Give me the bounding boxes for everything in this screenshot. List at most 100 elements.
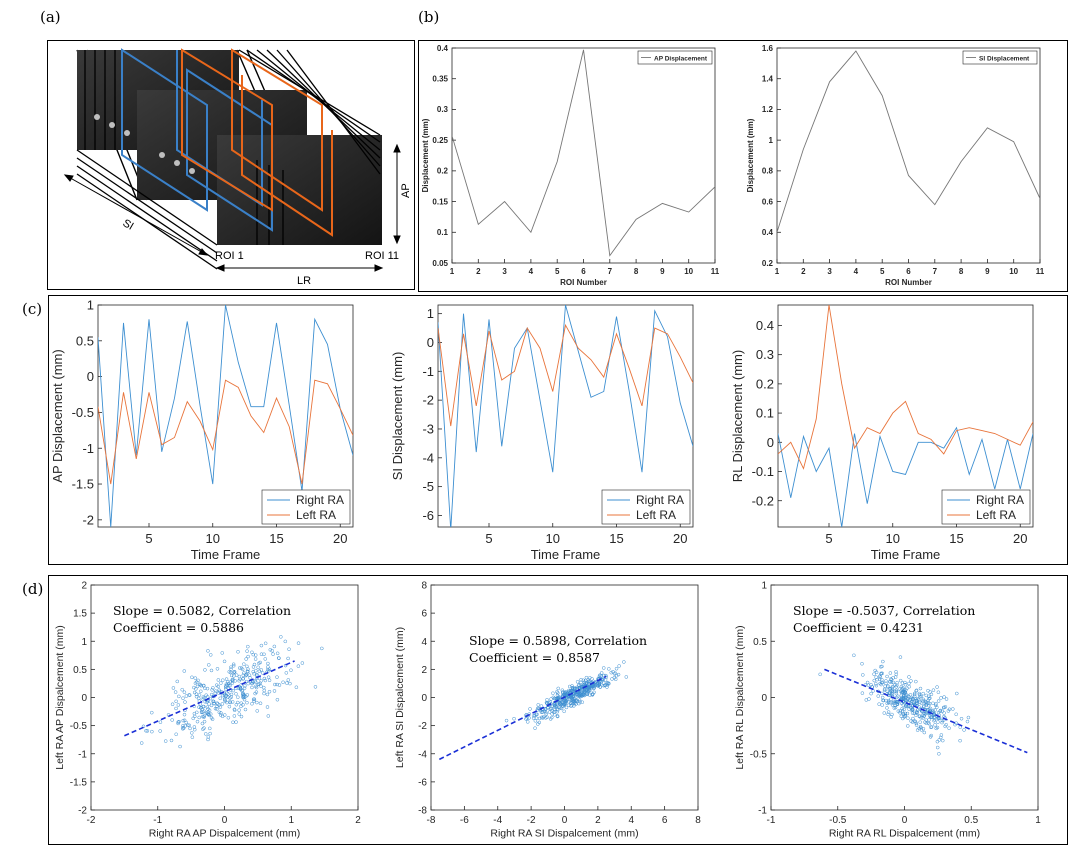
y-axis-label: Left RA RL Dispalcement (mm)	[734, 625, 746, 769]
scatter-point	[575, 699, 580, 703]
x-tick-label: 5	[145, 531, 152, 546]
scatter-point	[200, 721, 205, 726]
scatter-point	[257, 661, 261, 666]
scatter-point	[876, 694, 881, 698]
scatter-point	[231, 662, 236, 666]
scatter-point	[205, 686, 210, 691]
y-tick-label: 0	[427, 335, 434, 350]
scatter-point	[262, 685, 266, 690]
scatter-point	[877, 702, 881, 706]
scatter-point	[921, 698, 925, 703]
scatter-point	[170, 718, 174, 722]
scatter-point	[558, 706, 563, 710]
scatter-point	[206, 737, 210, 742]
legend-box	[261, 489, 351, 525]
y-tick-label: -1	[422, 364, 434, 379]
scatter-point	[909, 679, 913, 683]
scatter-point	[861, 673, 865, 677]
scatter-point	[914, 689, 918, 693]
scatter-point	[589, 685, 594, 689]
scatter-point	[256, 665, 260, 670]
scatter-point	[954, 721, 959, 725]
scatter-point	[568, 689, 573, 693]
y-tick-label: 0.15	[432, 197, 448, 206]
y-tick-label: -1.5	[70, 777, 88, 788]
scatter-point	[912, 719, 917, 723]
x-tick-label: 15	[269, 531, 283, 546]
scatter-point	[914, 721, 918, 726]
panel-label-a: (a)	[40, 8, 61, 26]
scatter-point	[512, 716, 516, 721]
scatter-point	[216, 702, 220, 706]
y-tick-label: 0.2	[756, 376, 774, 391]
scatter-point	[289, 668, 293, 672]
y-tick-label: 0.3	[437, 105, 449, 114]
scatter-point	[277, 656, 281, 660]
y-axis-label: SI Displacement (mm)	[390, 352, 405, 481]
scatter-point	[545, 715, 549, 719]
y-tick-label: -3	[422, 422, 434, 437]
scatter-point	[917, 693, 922, 697]
scatter-point	[234, 692, 238, 696]
x-tick-label: -6	[460, 815, 469, 826]
scatter-point	[527, 712, 532, 716]
scatter-point	[206, 663, 211, 667]
scatter-point	[614, 673, 619, 678]
scatter-point	[252, 697, 257, 701]
y-tick-label: -1	[78, 749, 87, 760]
scatter-point	[891, 680, 896, 685]
x-tick-label: 11	[711, 267, 720, 276]
scatter-point	[145, 729, 150, 733]
y-tick-label: 0.6	[762, 197, 774, 206]
scatter-point	[150, 729, 154, 734]
scatter-point	[202, 709, 206, 713]
scatter-point	[232, 714, 237, 718]
scatter-point	[562, 709, 566, 714]
x-tick-label: -2	[87, 815, 96, 826]
scatter-point	[228, 680, 233, 684]
scatter-point	[224, 682, 229, 686]
scatter-point	[943, 705, 948, 709]
x-tick-label: 6	[662, 815, 668, 826]
scatter-point	[940, 738, 945, 743]
scatter-point	[275, 651, 280, 656]
scatter-point	[253, 653, 258, 657]
scatter-point	[944, 723, 948, 727]
scatter-point	[226, 695, 230, 699]
scatter-point	[223, 684, 228, 688]
scatter-point	[926, 688, 930, 693]
x-tick-label: 8	[634, 267, 639, 276]
x-tick-label: 7	[608, 267, 613, 276]
scatter-point	[884, 698, 888, 703]
scatter-point	[622, 660, 626, 664]
scatter-point	[893, 675, 898, 679]
scatter-point	[176, 703, 181, 707]
scatter-point	[910, 708, 915, 712]
scatter-point	[874, 683, 879, 688]
scatter-point	[202, 696, 207, 700]
x-tick-label: 1	[450, 267, 455, 276]
scatter-point	[577, 683, 581, 687]
scatter-point	[924, 718, 928, 722]
scatter-point	[547, 710, 552, 714]
scatter-point	[585, 692, 590, 697]
scatter-point	[928, 706, 933, 711]
scatter-point	[242, 686, 247, 690]
scatter-point	[918, 720, 922, 724]
scatter-point	[183, 724, 188, 728]
scatter-point	[194, 680, 199, 684]
scatter-point	[245, 700, 249, 705]
scatter-point	[225, 700, 229, 705]
x-axis-label: Right RA SI Dispalcement (mm)	[490, 828, 638, 840]
scatter-point	[177, 694, 181, 699]
y-tick-label: -1.5	[72, 477, 94, 492]
scatter-point	[575, 680, 580, 684]
scatter-point	[936, 699, 941, 703]
scatter-point	[187, 693, 192, 698]
scatter-point	[940, 720, 944, 725]
y-tick-label: 1.6	[762, 44, 774, 53]
scatter-point	[253, 657, 258, 661]
y-tick-label: 0	[761, 693, 767, 704]
scatter-point	[184, 720, 188, 725]
scatter-point	[527, 716, 531, 720]
